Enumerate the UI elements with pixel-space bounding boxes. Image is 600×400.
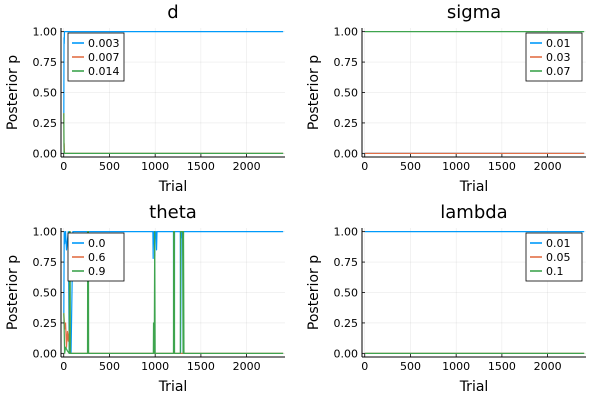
- x-tick-label: 2000: [233, 160, 261, 173]
- x-tick-label: 2000: [534, 360, 562, 373]
- x-tick-label: 1000: [442, 160, 470, 173]
- y-tick-label: 0.00: [33, 147, 58, 160]
- y-tick-label: 0.25: [33, 317, 58, 330]
- y-tick-label: 1.00: [33, 26, 58, 39]
- y-tick-label: 0.75: [33, 56, 58, 69]
- legend-label: 0.014: [88, 65, 120, 78]
- y-tick-label: 0.50: [33, 87, 58, 100]
- y-axis-label: Posterior p: [5, 255, 21, 330]
- legend-label: 0.01: [546, 37, 571, 50]
- x-tick-label: 2000: [534, 160, 562, 173]
- series-line-0.014: [63, 113, 284, 154]
- legend-label: 0.003: [88, 37, 120, 50]
- x-axis-label: Trial: [158, 379, 188, 395]
- x-tick-label: 1500: [187, 160, 215, 173]
- x-tick-label: 1000: [141, 160, 169, 173]
- legend-label: 0.6: [88, 251, 106, 264]
- y-tick-label: 0.75: [33, 256, 58, 269]
- series-line-0.003: [63, 31, 284, 114]
- y-tick-label: 1.00: [334, 26, 359, 39]
- x-tick-label: 500: [99, 360, 120, 373]
- y-tick-label: 0.75: [334, 56, 359, 69]
- x-tick-label: 0: [60, 360, 67, 373]
- subplot-d: 0 500 1000 1500 2000 0.00 0.25 0.50 0.75 1.00 d Tri…: [5, 2, 285, 195]
- y-tick-label: 0.00: [33, 347, 58, 360]
- chart-title: theta: [149, 202, 197, 223]
- legend: 0.010.050.1: [525, 232, 583, 282]
- legend-label: 0.0: [88, 237, 106, 250]
- chart-title: lambda: [440, 202, 507, 223]
- x-tick-label: 500: [400, 360, 421, 373]
- x-tick-label: 1500: [488, 160, 516, 173]
- subplot-sigma: 0 500 1000 1500 2000 0.00 0.25 0.50 0.75 1.00 sigm…: [306, 2, 586, 195]
- y-tick-label: 0.25: [334, 317, 359, 330]
- y-tick-label: 0.25: [334, 117, 359, 130]
- chart-title: sigma: [447, 2, 501, 23]
- x-axis-label: Trial: [459, 179, 489, 195]
- x-axis-label: Trial: [459, 379, 489, 395]
- legend-label: 0.05: [546, 251, 571, 264]
- legend-label: 0.01: [546, 237, 571, 250]
- legend: 0.010.030.07: [525, 32, 583, 82]
- y-tick-label: 0.25: [33, 117, 58, 130]
- x-tick-label: 500: [99, 160, 120, 173]
- x-tick-label: 0: [361, 360, 368, 373]
- x-tick-label: 1500: [187, 360, 215, 373]
- x-tick-label: 0: [60, 160, 67, 173]
- y-axis-label: Posterior p: [306, 255, 322, 330]
- legend-label: 0.1: [546, 265, 564, 278]
- legend-label: 0.9: [88, 265, 106, 278]
- subplot-theta: 0 500 1000 1500 2000 0.00 0.25 0.50 0.75 1.00 thet…: [5, 202, 285, 395]
- y-tick-label: 0.50: [33, 287, 58, 300]
- series-line-0.007: [63, 113, 284, 154]
- x-tick-label: 1500: [488, 360, 516, 373]
- y-axis-label: Posterior p: [306, 55, 322, 130]
- legend: 0.00.60.9: [67, 232, 125, 282]
- legend-label: 0.03: [546, 51, 571, 64]
- y-tick-label: 0.00: [334, 347, 359, 360]
- y-axis-label: Posterior p: [5, 55, 21, 130]
- x-tick-label: 1000: [442, 360, 470, 373]
- chart-title: d: [167, 2, 178, 23]
- y-tick-label: 0.00: [334, 147, 359, 160]
- y-tick-label: 1.00: [334, 226, 359, 239]
- x-axis-label: Trial: [158, 179, 188, 195]
- subplot-lambda: 0 500 1000 1500 2000 0.00 0.25 0.50 0.75 1.00 lamb…: [306, 202, 586, 395]
- x-tick-label: 0: [361, 160, 368, 173]
- legend-label: 0.07: [546, 65, 571, 78]
- x-tick-label: 500: [400, 160, 421, 173]
- x-tick-label: 2000: [233, 360, 261, 373]
- x-tick-label: 1000: [141, 360, 169, 373]
- y-tick-label: 1.00: [33, 226, 58, 239]
- legend-label: 0.007: [88, 51, 120, 64]
- y-tick-label: 0.50: [334, 287, 359, 300]
- y-tick-label: 0.50: [334, 87, 359, 100]
- y-tick-label: 0.75: [334, 256, 359, 269]
